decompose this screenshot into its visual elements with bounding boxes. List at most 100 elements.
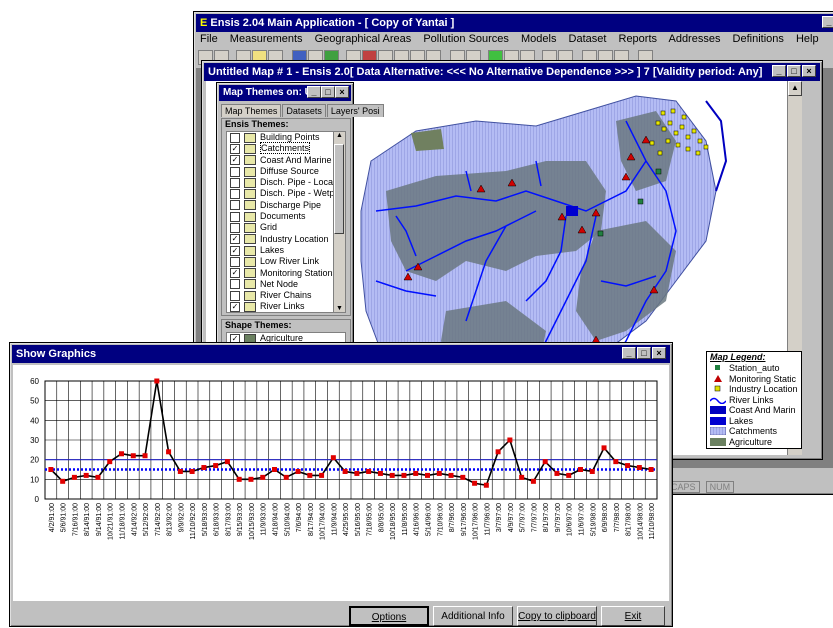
menu-definitions[interactable]: Definitions — [732, 33, 784, 45]
options-button[interactable]: Options — [349, 606, 429, 626]
theme-swatch-icon — [244, 279, 256, 290]
map-maximize-button[interactable]: □ — [787, 65, 801, 77]
data-point — [625, 463, 631, 469]
data-point — [354, 470, 360, 476]
data-point — [460, 474, 466, 480]
checkbox[interactable]: ✓ — [230, 143, 240, 154]
menu-help[interactable]: Help — [795, 33, 819, 45]
menu-geographical-areas[interactable]: Geographical Areas — [314, 33, 412, 45]
x-tick-label: 10/17/96:00 — [473, 503, 480, 540]
checkbox[interactable]: ✓ — [230, 155, 240, 166]
map-close-button[interactable]: × — [802, 65, 816, 77]
checkbox[interactable]: ✓ — [230, 245, 240, 256]
graphics-minimize-button[interactable]: _ — [622, 347, 636, 359]
menu-file[interactable]: File — [200, 33, 218, 45]
themes-close-button[interactable]: × — [335, 86, 349, 98]
ensis-theme-item[interactable]: ✓ Monitoring Stations — [227, 268, 345, 279]
theme-swatch-icon — [244, 234, 256, 245]
x-tick-label: 8/14/91:00 — [84, 503, 91, 536]
x-tick-label: 9/9/92:00 — [178, 503, 185, 532]
button-bar: Options Additional Info Copy to clipboar… — [13, 605, 669, 627]
menu-addresses[interactable]: Addresses — [668, 33, 721, 45]
themes-maximize-button[interactable]: □ — [321, 86, 335, 98]
ensis-theme-item[interactable]: ✓ River Links — [227, 301, 345, 313]
ensis-theme-item[interactable]: Diffuse Source — [227, 166, 345, 177]
checkbox[interactable]: ✓ — [230, 234, 240, 245]
theme-swatch-icon — [244, 268, 256, 279]
map-minimize-button[interactable]: _ — [772, 65, 786, 77]
data-point — [319, 472, 325, 478]
data-point — [107, 459, 113, 465]
checkbox[interactable]: ✓ — [230, 302, 240, 313]
theme-swatch-icon — [244, 166, 256, 177]
tab-map-themes[interactable]: Map Themes — [221, 104, 282, 117]
ensis-theme-item[interactable]: ✓ Industry Location — [227, 234, 345, 245]
theme-label: Disch. Pipe - Wetp — [260, 188, 335, 199]
ensis-theme-item[interactable]: Disch. Pipe - Wetp — [227, 188, 345, 200]
checkbox[interactable] — [230, 223, 240, 233]
list-scrollbar[interactable]: ▲ ▼ — [333, 132, 345, 312]
ensis-theme-item[interactable]: ✓ Catchments — [227, 142, 345, 155]
x-tick-label: 11/9/93:00 — [261, 503, 268, 536]
num-indicator: NUM — [705, 481, 735, 493]
themes-minimize-button[interactable]: _ — [307, 86, 321, 98]
menu-measurements[interactable]: Measurements — [229, 33, 303, 45]
checkbox[interactable] — [230, 177, 240, 188]
scroll-up-arrow[interactable]: ▲ — [788, 81, 802, 96]
theme-label: Monitoring Stations — [260, 267, 338, 278]
menu-dataset[interactable]: Dataset — [568, 33, 607, 45]
x-tick-label: 8/1/97:00 — [543, 503, 550, 532]
checkbox[interactable] — [230, 290, 240, 301]
ensis-theme-item[interactable]: ✓ Coast And Marine — [227, 155, 345, 166]
theme-label: Agriculture — [260, 333, 304, 343]
x-tick-label: 10/18/95:00 — [390, 503, 397, 540]
theme-label: Building Points — [260, 132, 320, 142]
graphics-maximize-button[interactable]: □ — [637, 347, 651, 359]
checkbox[interactable] — [230, 200, 240, 211]
menu-models[interactable]: Models — [520, 33, 557, 45]
checkbox[interactable]: ✓ — [230, 268, 240, 279]
theme-label: Coast And Marine — [260, 154, 332, 165]
ensis-theme-item[interactable]: Net Node — [227, 279, 345, 290]
map-window-title: Untitled Map # 1 - Ensis 2.0[ Data Alter… — [208, 66, 763, 78]
checkbox[interactable] — [230, 211, 240, 222]
scroll-up-arrow[interactable]: ▲ — [336, 132, 343, 139]
scroll-thumb[interactable] — [334, 144, 344, 234]
scroll-down-arrow[interactable]: ▼ — [336, 305, 343, 312]
data-point — [83, 472, 89, 478]
tab-datasets[interactable]: Datasets — [282, 104, 326, 117]
additional-info-button[interactable]: Additional Info — [433, 606, 513, 626]
exit-button[interactable]: Exit — [601, 606, 665, 626]
ensis-theme-item[interactable]: River Chains — [227, 290, 345, 301]
checkbox[interactable] — [230, 166, 240, 177]
ensis-theme-item[interactable]: Discharge Pipe — [227, 200, 345, 211]
checkbox[interactable] — [230, 256, 240, 267]
x-tick-label: 4/9/97:00 — [508, 503, 515, 532]
ensis-theme-item[interactable]: ✓ Lakes — [227, 245, 345, 256]
checkbox[interactable] — [230, 279, 240, 290]
ensis-theme-item[interactable]: Low River Link — [227, 256, 345, 267]
main-window-title: Ensis 2.04 Main Application - [ Copy of … — [210, 17, 455, 29]
data-point — [189, 468, 195, 474]
checkbox[interactable] — [230, 132, 240, 143]
minimize-button[interactable]: _ — [822, 16, 833, 28]
copy-to-clipboard-button[interactable]: Copy to clipboard — [517, 606, 597, 626]
legend-item-river-links: River Links — [707, 395, 801, 406]
ensis-theme-item[interactable]: Grid — [227, 222, 345, 233]
x-tick-label: 9/15/93:00 — [237, 503, 244, 536]
ensis-theme-item[interactable]: Disch. Pipe - Local — [227, 177, 345, 188]
tab-layers-position[interactable]: Layers' Posi — [326, 104, 384, 117]
x-tick-label: 11/10/98:00 — [649, 503, 656, 540]
theme-label: Catchments — [260, 142, 311, 155]
x-tick-label: 4/16/96:00 — [414, 503, 421, 536]
graphics-close-button[interactable]: × — [652, 347, 666, 359]
ensis-theme-item[interactable]: Documents — [227, 211, 345, 222]
ensis-theme-item[interactable]: Building Points — [227, 132, 345, 143]
checkbox[interactable] — [230, 189, 240, 200]
x-tick-label: 3/7/97:00 — [496, 503, 503, 532]
menu-reports[interactable]: Reports — [618, 33, 658, 45]
data-point — [436, 470, 442, 476]
menu-pollution-sources[interactable]: Pollution Sources — [423, 33, 509, 45]
data-point — [330, 455, 336, 461]
theme-label: Low River Link — [260, 256, 320, 267]
